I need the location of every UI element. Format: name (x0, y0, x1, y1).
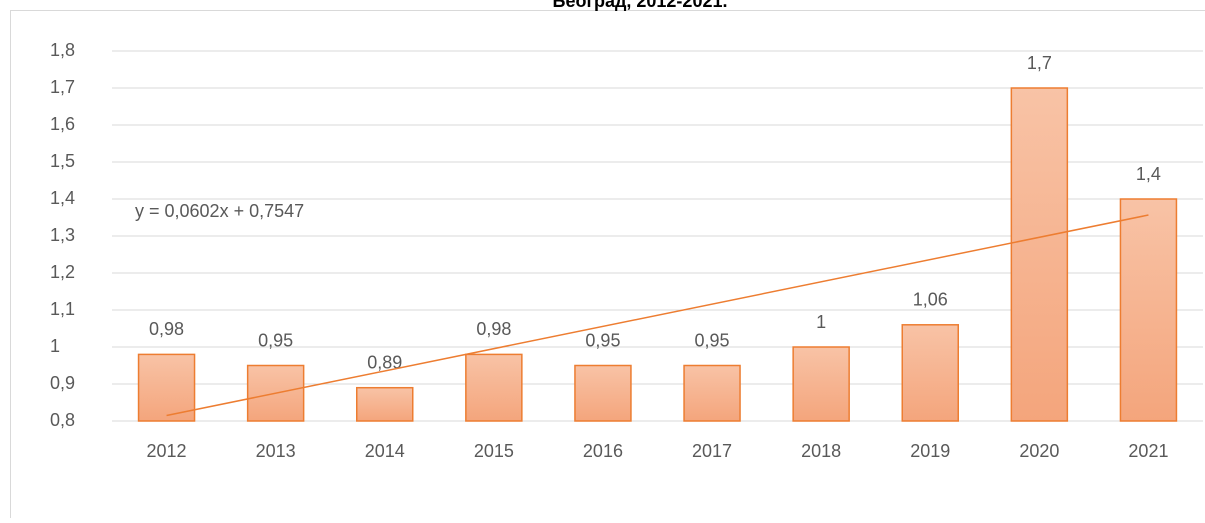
chart-title: Београд, 2012-2021. (553, 0, 728, 11)
bar (793, 347, 849, 421)
value-label: 1 (816, 312, 826, 332)
y-tick-label: 0,8 (50, 410, 75, 430)
y-tick-label: 1,8 (50, 40, 75, 60)
y-tick-label: 1,7 (50, 77, 75, 97)
x-tick-label: 2013 (256, 441, 296, 461)
y-tick-label: 1,2 (50, 262, 75, 282)
bar (902, 325, 958, 421)
value-label: 1,4 (1136, 164, 1161, 184)
y-tick-label: 1,5 (50, 151, 75, 171)
y-tick-label: 0,9 (50, 373, 75, 393)
bar (357, 388, 413, 421)
value-label: 0,95 (258, 330, 293, 350)
value-label: 1,06 (913, 290, 948, 310)
y-tick-label: 1,6 (50, 114, 75, 134)
y-tick-label: 1,1 (50, 299, 75, 319)
value-label: 0,89 (367, 352, 402, 372)
x-tick-label: 2017 (692, 441, 732, 461)
x-tick-label: 2014 (365, 441, 405, 461)
bar (466, 354, 522, 421)
x-tick-label: 2016 (583, 441, 623, 461)
x-tick-label: 2020 (1019, 441, 1059, 461)
value-label: 0,98 (476, 319, 511, 339)
x-tick-label: 2021 (1128, 441, 1168, 461)
bar (684, 366, 740, 422)
x-tick-label: 2018 (801, 441, 841, 461)
x-tick-label: 2012 (147, 441, 187, 461)
x-tick-label: 2019 (910, 441, 950, 461)
trendline-label: y = 0,0602x + 0,7547 (135, 201, 304, 221)
value-label: 1,7 (1027, 53, 1052, 73)
y-tick-label: 1,3 (50, 225, 75, 245)
value-label: 0,98 (149, 319, 184, 339)
y-tick-label: 1 (50, 336, 60, 356)
y-tick-label: 1,4 (50, 188, 75, 208)
bar (1120, 199, 1176, 421)
bar (575, 366, 631, 422)
x-tick-label: 2015 (474, 441, 514, 461)
value-label: 0,95 (585, 330, 620, 350)
trendline (167, 215, 1149, 415)
bar (1011, 88, 1067, 421)
value-label: 0,95 (695, 330, 730, 350)
